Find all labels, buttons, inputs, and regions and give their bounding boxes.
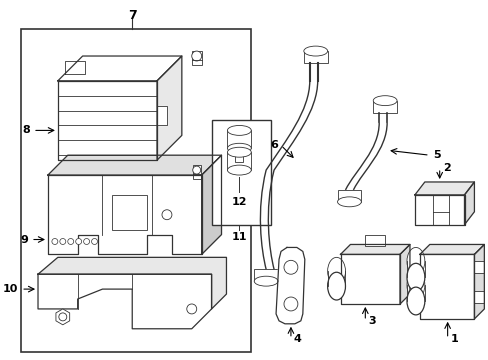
- Polygon shape: [464, 182, 473, 225]
- Ellipse shape: [327, 272, 345, 300]
- Polygon shape: [157, 105, 166, 125]
- Text: 7: 7: [127, 9, 136, 22]
- Ellipse shape: [227, 125, 251, 135]
- Bar: [473, 261, 483, 273]
- Text: 10: 10: [3, 284, 18, 294]
- Bar: [365, 235, 385, 247]
- Polygon shape: [419, 255, 473, 319]
- Ellipse shape: [227, 147, 251, 157]
- Polygon shape: [64, 61, 84, 74]
- Polygon shape: [48, 155, 221, 175]
- Ellipse shape: [406, 263, 424, 291]
- Text: 11: 11: [231, 231, 246, 242]
- Bar: [112, 195, 147, 230]
- Circle shape: [83, 239, 89, 244]
- Ellipse shape: [303, 46, 327, 56]
- Polygon shape: [340, 244, 409, 255]
- Bar: [227, 152, 251, 170]
- Bar: [337, 190, 361, 202]
- Polygon shape: [38, 257, 226, 309]
- Bar: [303, 51, 327, 63]
- Polygon shape: [276, 247, 304, 324]
- Circle shape: [192, 166, 200, 174]
- Ellipse shape: [406, 247, 424, 275]
- Polygon shape: [157, 56, 182, 160]
- Bar: [21, 29, 251, 352]
- Ellipse shape: [372, 96, 396, 105]
- Polygon shape: [340, 255, 399, 304]
- Bar: [372, 101, 396, 113]
- Text: 1: 1: [450, 334, 457, 344]
- Ellipse shape: [327, 257, 345, 285]
- Polygon shape: [399, 244, 409, 304]
- Ellipse shape: [254, 276, 278, 286]
- Bar: [227, 130, 251, 148]
- Text: 3: 3: [367, 316, 375, 326]
- Circle shape: [76, 239, 81, 244]
- Circle shape: [91, 239, 97, 244]
- Circle shape: [59, 313, 67, 321]
- Text: 8: 8: [22, 125, 30, 135]
- Text: 4: 4: [293, 334, 301, 344]
- Circle shape: [60, 239, 66, 244]
- Ellipse shape: [337, 197, 361, 207]
- Polygon shape: [419, 244, 483, 255]
- Text: 9: 9: [20, 234, 28, 244]
- Ellipse shape: [227, 165, 251, 175]
- Circle shape: [68, 239, 74, 244]
- Polygon shape: [414, 182, 473, 195]
- Polygon shape: [201, 155, 221, 255]
- Polygon shape: [58, 56, 182, 81]
- Text: 2: 2: [442, 163, 449, 173]
- Bar: [191, 51, 201, 65]
- Text: 12: 12: [231, 197, 246, 207]
- Ellipse shape: [406, 287, 424, 315]
- Bar: [211, 121, 270, 225]
- Circle shape: [284, 260, 297, 274]
- Circle shape: [52, 239, 58, 244]
- Polygon shape: [38, 274, 211, 329]
- Circle shape: [162, 210, 172, 220]
- Bar: [235, 148, 243, 162]
- Circle shape: [284, 297, 297, 311]
- Polygon shape: [58, 81, 157, 160]
- Polygon shape: [48, 175, 201, 255]
- Bar: [192, 165, 200, 179]
- Polygon shape: [414, 195, 464, 225]
- Text: 6: 6: [269, 140, 278, 150]
- Circle shape: [191, 51, 201, 61]
- Bar: [473, 291, 483, 303]
- Text: 5: 5: [432, 150, 440, 160]
- Ellipse shape: [406, 271, 424, 299]
- Ellipse shape: [227, 143, 251, 153]
- Polygon shape: [473, 244, 483, 319]
- Bar: [254, 269, 278, 281]
- Circle shape: [186, 304, 196, 314]
